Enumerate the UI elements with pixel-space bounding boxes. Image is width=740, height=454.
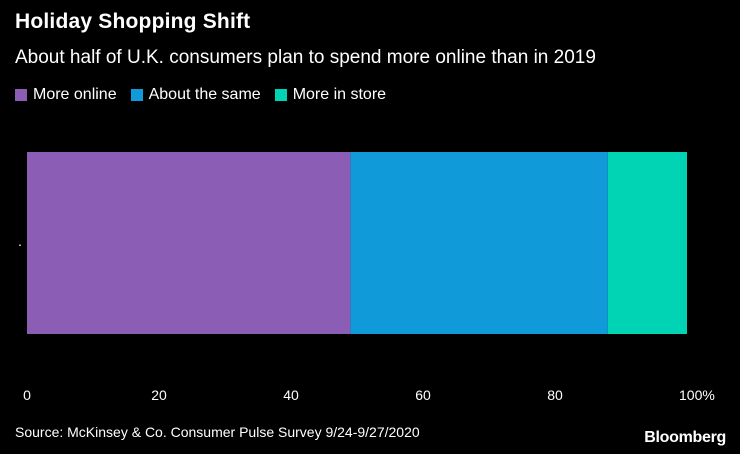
x-tick-label: 100% <box>679 387 715 403</box>
bar-segment-more-online <box>27 152 351 334</box>
legend-label-more-online: More online <box>33 86 117 103</box>
legend: More online About the same More in store <box>15 86 400 104</box>
chart-subtitle: About half of U.K. consumers plan to spe… <box>15 47 596 68</box>
legend-swatch-more-online <box>15 89 27 101</box>
x-tick-label: 20 <box>151 387 167 403</box>
legend-item-more-online: More online <box>15 86 117 104</box>
bar-segment-more-in-store <box>607 152 687 334</box>
source-note: Source: McKinsey & Co. Consumer Pulse Su… <box>15 424 420 440</box>
category-label: . <box>18 233 22 249</box>
x-tick-label: 40 <box>283 387 299 403</box>
x-tick-label: 80 <box>547 387 563 403</box>
legend-item-more-in-store: More in store <box>274 86 387 104</box>
legend-swatch-more-in-store <box>274 89 287 101</box>
chart-title: Holiday Shopping Shift <box>15 10 251 33</box>
legend-swatch-about-same <box>130 89 143 101</box>
x-axis-ticks: 0 20 40 60 80 100% <box>23 387 715 403</box>
legend-label-about-same: About the same <box>148 86 261 103</box>
bar-group <box>27 152 687 334</box>
x-tick-label: 60 <box>415 387 431 403</box>
x-tick-label: 0 <box>23 387 31 403</box>
bloomberg-logo: Bloomberg <box>644 429 726 446</box>
legend-label-more-in-store: More in store <box>292 86 387 103</box>
legend-item-about-same: About the same <box>130 86 261 104</box>
bar-segment-about-the-same <box>350 152 608 334</box>
